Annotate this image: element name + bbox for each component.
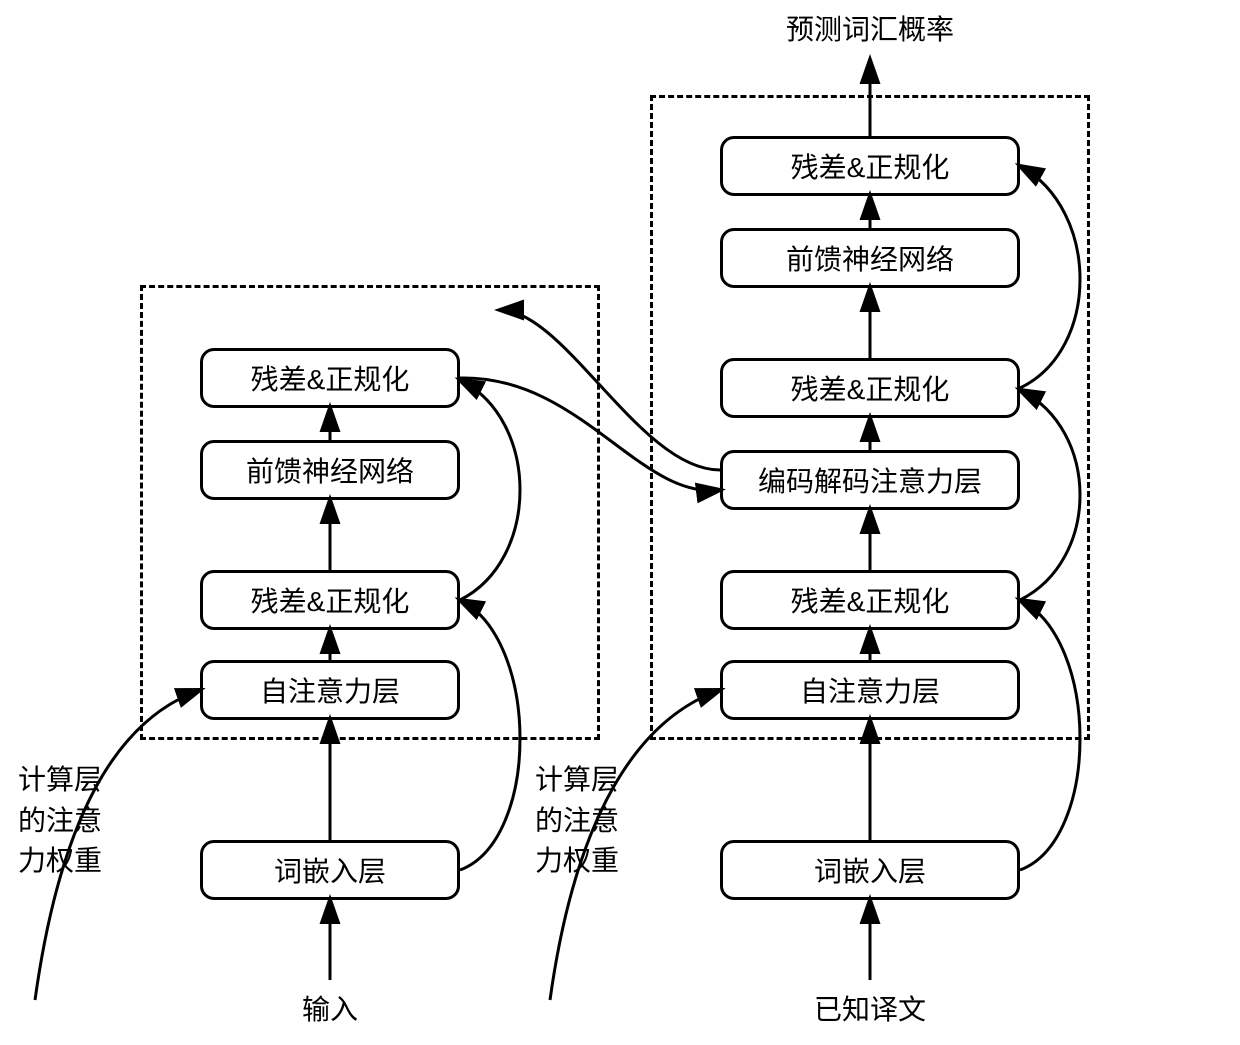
encoder-selfatt-block: 自注意力层: [200, 660, 460, 720]
encoder-resnorm1-block: 残差&正规化: [200, 570, 460, 630]
decoder-input-label: 已知译文: [800, 992, 940, 1028]
decoder-encdec-label: 编码解码注意力层: [758, 460, 982, 500]
decoder-resnorm1-label: 残差&正规化: [791, 580, 950, 620]
decoder-embed-label: 词嵌入层: [814, 850, 926, 890]
encoder-side-label: 计算层的注意力权重: [18, 760, 108, 882]
decoder-resnorm1-block: 残差&正规化: [720, 570, 1020, 630]
encoder-resnorm2-block: 残差&正规化: [200, 348, 460, 408]
decoder-selfatt-block: 自注意力层: [720, 660, 1020, 720]
decoder-side-label: 计算层的注意力权重: [535, 760, 625, 882]
decoder-ffn-block: 前馈神经网络: [720, 228, 1020, 288]
encoder-embed-label: 词嵌入层: [274, 850, 386, 890]
decoder-encdec-block: 编码解码注意力层: [720, 450, 1020, 510]
encoder-input-label: 输入: [280, 992, 380, 1028]
decoder-embed-block: 词嵌入层: [720, 840, 1020, 900]
encoder-ffn-block: 前馈神经网络: [200, 440, 460, 500]
decoder-ffn-label: 前馈神经网络: [786, 238, 954, 278]
encoder-resnorm1-label: 残差&正规化: [251, 580, 410, 620]
encoder-ffn-label: 前馈神经网络: [246, 450, 414, 490]
encoder-selfatt-label: 自注意力层: [260, 670, 400, 710]
decoder-resnorm2-block: 残差&正规化: [720, 358, 1020, 418]
output-label: 预测词汇概率: [720, 12, 1020, 48]
decoder-resnorm3-block: 残差&正规化: [720, 136, 1020, 196]
decoder-resnorm2-label: 残差&正规化: [791, 368, 950, 408]
encoder-embed-block: 词嵌入层: [200, 840, 460, 900]
decoder-resnorm3-label: 残差&正规化: [791, 146, 950, 186]
decoder-selfatt-label: 自注意力层: [800, 670, 940, 710]
encoder-resnorm2-label: 残差&正规化: [251, 358, 410, 398]
